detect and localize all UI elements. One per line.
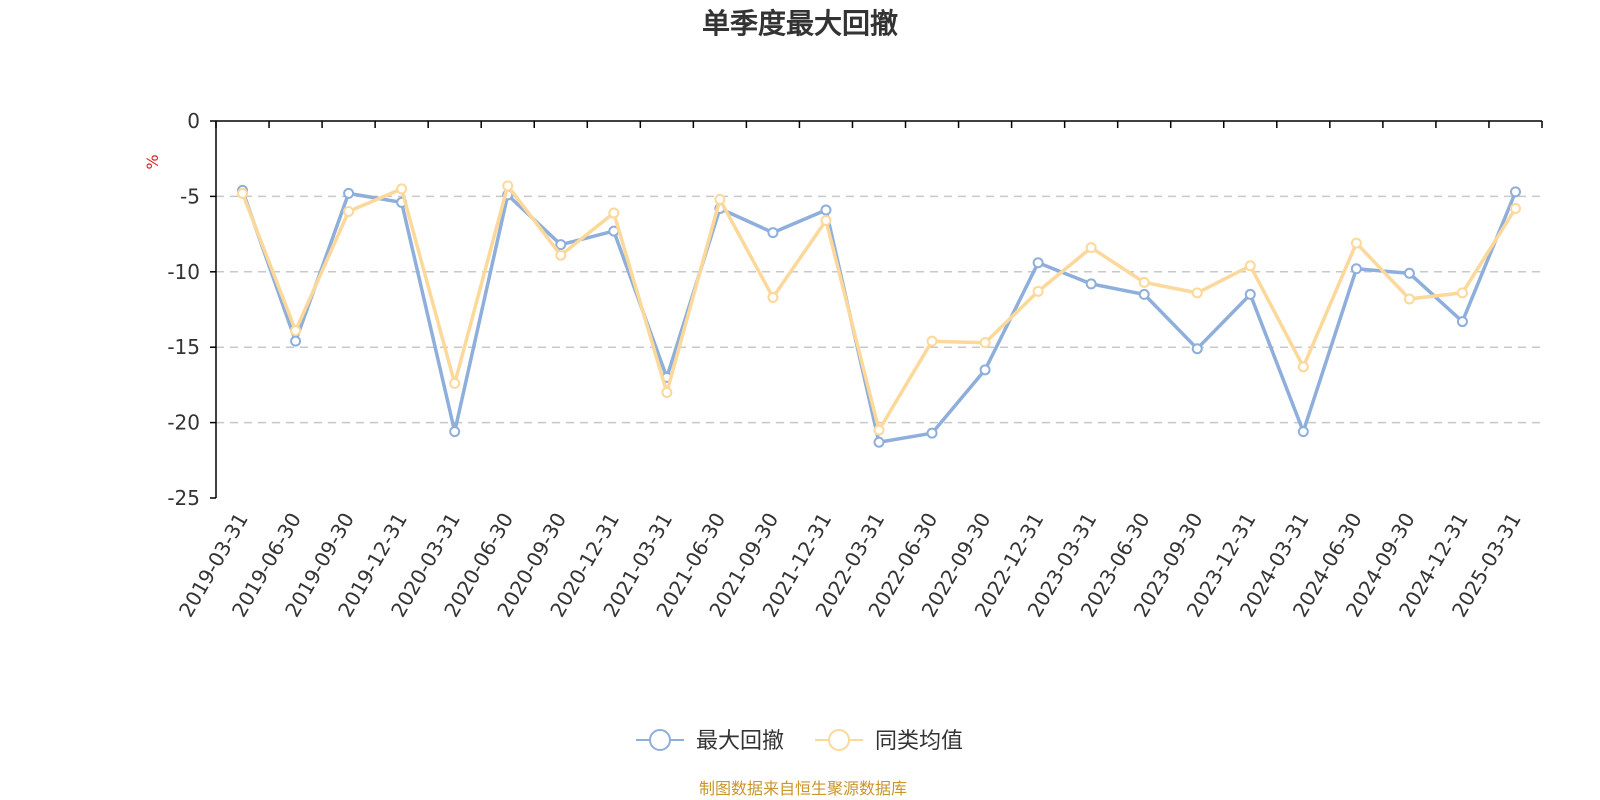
data-point[interactable]: [237, 187, 249, 199]
y-tick-labels: 0 -5 -10 -15 -20 -25: [167, 109, 200, 510]
data-point[interactable]: [767, 291, 779, 303]
data-point[interactable]: [1191, 343, 1203, 355]
legend-item-max-drawdown[interactable]: 最大回撤: [636, 729, 784, 754]
y-tick-label: -20: [167, 411, 200, 435]
data-point[interactable]: [714, 193, 726, 205]
y-tick-label: -15: [167, 335, 200, 359]
data-point[interactable]: [767, 227, 779, 239]
data-point[interactable]: [1403, 293, 1415, 305]
data-point[interactable]: [1085, 278, 1097, 290]
data-point[interactable]: [1403, 267, 1415, 279]
data-point[interactable]: [608, 207, 620, 219]
data-point[interactable]: [926, 427, 938, 439]
data-point[interactable]: [820, 215, 832, 227]
series-lines: [237, 180, 1521, 448]
data-point[interactable]: [1138, 276, 1150, 288]
x-tick-labels: 2019-03-312019-06-302019-09-302019-12-31…: [174, 509, 1526, 622]
data-point[interactable]: [396, 183, 408, 195]
data-point[interactable]: [1244, 288, 1256, 300]
data-point[interactable]: [1138, 288, 1150, 300]
data-point[interactable]: [449, 377, 461, 389]
legend-label-max-drawdown: 最大回撤: [696, 729, 784, 754]
data-point[interactable]: [1456, 287, 1468, 299]
data-point[interactable]: [555, 239, 567, 251]
series-1: [237, 180, 1521, 436]
data-point[interactable]: [1350, 263, 1362, 275]
data-point[interactable]: [1032, 257, 1044, 269]
source-note: 制图数据来自恒生聚源数据库: [699, 779, 907, 798]
data-point[interactable]: [1085, 242, 1097, 254]
data-point[interactable]: [979, 337, 991, 349]
chart-title: 单季度最大回撤: [702, 7, 898, 40]
y-tick-label: -25: [167, 486, 200, 510]
data-point[interactable]: [820, 204, 832, 216]
data-point[interactable]: [449, 426, 461, 438]
y-tick-label: -10: [167, 260, 200, 284]
data-point[interactable]: [1244, 260, 1256, 272]
series-0: [237, 184, 1521, 448]
y-tick-label: -5: [180, 184, 200, 208]
data-point[interactable]: [873, 424, 885, 436]
legend[interactable]: 最大回撤 同类均值: [636, 729, 963, 754]
data-point[interactable]: [661, 386, 673, 398]
legend-marker-max-drawdown: [649, 729, 671, 751]
legend-label-category-average: 同类均值: [875, 729, 963, 754]
legend-marker-category-average: [828, 729, 850, 751]
data-point[interactable]: [343, 187, 355, 199]
data-point[interactable]: [1191, 287, 1203, 299]
data-point[interactable]: [1509, 186, 1521, 198]
axes: [210, 120, 1543, 499]
data-point[interactable]: [1297, 361, 1309, 373]
data-point[interactable]: [1297, 426, 1309, 438]
data-point[interactable]: [1456, 316, 1468, 328]
legend-item-category-average[interactable]: 同类均值: [815, 729, 963, 754]
data-point[interactable]: [1509, 202, 1521, 214]
data-point[interactable]: [502, 180, 514, 192]
data-point[interactable]: [873, 436, 885, 448]
data-point[interactable]: [1032, 285, 1044, 297]
y-tick-label: 0: [187, 109, 200, 133]
data-point[interactable]: [343, 205, 355, 217]
data-point[interactable]: [290, 335, 302, 347]
y-axis-unit: %: [143, 154, 162, 169]
series-line: [240, 184, 1517, 432]
data-point[interactable]: [290, 325, 302, 337]
data-point[interactable]: [1350, 237, 1362, 249]
grid-lines: [216, 195, 1542, 424]
data-point[interactable]: [979, 364, 991, 376]
data-point[interactable]: [555, 249, 567, 261]
data-point[interactable]: [926, 335, 938, 347]
